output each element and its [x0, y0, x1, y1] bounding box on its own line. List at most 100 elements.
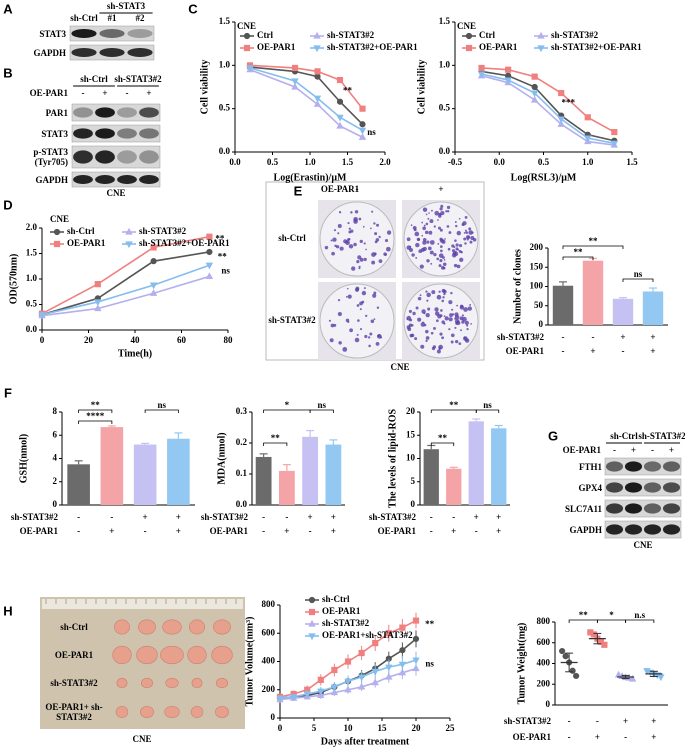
colony: [459, 244, 463, 248]
row-label: STAT3: [39, 28, 66, 39]
marker: [504, 77, 512, 85]
colony: [443, 315, 446, 317]
row-label-box: PAR1: [46, 108, 68, 118]
y-tick-label: 8: [53, 406, 58, 416]
blot-strip: [604, 499, 682, 518]
y-tick-label: 0.0: [236, 499, 248, 509]
marker: [336, 114, 344, 122]
band: [605, 482, 624, 493]
colony: [463, 237, 467, 241]
legend-label: OE-PAR1: [257, 42, 296, 52]
colony: [408, 323, 413, 327]
colony: [460, 329, 462, 332]
colony: [337, 311, 342, 317]
group-name: sh-STAT3#2: [201, 512, 249, 522]
colony: [324, 245, 329, 250]
colony: [424, 230, 429, 235]
colony: [427, 217, 430, 220]
colony: [346, 287, 349, 290]
tumor: [165, 677, 179, 689]
tumor: [141, 677, 154, 689]
marker: [149, 282, 158, 290]
lane-label: #2: [136, 13, 146, 23]
y-tick-label: 400: [262, 656, 276, 666]
colony: [445, 210, 448, 213]
marker: [385, 655, 392, 662]
group-mark: -: [285, 512, 288, 522]
legend-label: OE-PAR1+sh-STAT3#2: [322, 630, 413, 640]
row-label: GAPDH: [35, 174, 69, 185]
colony: [452, 251, 456, 255]
x-tick-label: 0: [278, 723, 283, 733]
colony: [463, 307, 468, 312]
marker: [584, 114, 591, 121]
colony: [368, 344, 371, 348]
colony: [406, 318, 409, 320]
x-tick-label: 0.5: [538, 157, 550, 167]
row-label-box: GAPDH: [33, 47, 67, 58]
colony: [371, 210, 374, 213]
y-axis-label: Cell viability: [199, 60, 210, 115]
legend-label: OE-PAR1: [67, 238, 106, 248]
annotation: *: [609, 610, 614, 620]
band: [643, 482, 662, 493]
row-label: SLC7A11: [564, 503, 602, 514]
colony: [362, 225, 365, 228]
marker: [125, 241, 133, 249]
band: [139, 150, 159, 164]
marker: [149, 289, 158, 296]
row-label-box: sh-STAT3#2: [50, 678, 98, 688]
panel-label: G: [548, 428, 558, 443]
colony: [446, 210, 450, 213]
group-name: OE-PAR1: [210, 526, 249, 536]
marker: [246, 65, 254, 73]
colony: [439, 228, 443, 232]
marker: [559, 648, 566, 655]
colony: [442, 262, 447, 267]
group-name: OE-PAR1: [513, 732, 552, 742]
annotation: *: [285, 400, 290, 410]
band: [73, 107, 93, 118]
annotation: **: [425, 619, 435, 629]
colony: [425, 329, 429, 334]
colony: [429, 240, 435, 245]
blot-strip: [604, 520, 682, 539]
annotation: ****: [86, 411, 105, 421]
chart-title: CNE: [457, 21, 476, 31]
bar: [612, 298, 634, 325]
colony: [345, 295, 348, 298]
colony: [353, 242, 357, 247]
x-tick-label: 0.0: [229, 157, 241, 167]
row-label-box: GPX4: [579, 483, 603, 493]
colony: [422, 238, 427, 242]
band: [605, 503, 624, 514]
group-mark: +: [284, 526, 289, 536]
marker: [330, 688, 339, 696]
group-label: sh-Ctrl: [610, 431, 638, 441]
marker: [308, 608, 316, 616]
band: [624, 503, 643, 514]
group-mark: -: [144, 526, 147, 536]
marker: [531, 83, 538, 91]
colony: [449, 313, 453, 318]
colony: [348, 227, 351, 230]
y-tick-label: 10: [406, 453, 416, 463]
colony: [470, 323, 472, 325]
bar: [255, 456, 272, 505]
row-label: sh-STAT3#2: [50, 678, 98, 688]
colony: [437, 219, 439, 221]
colony: [337, 232, 340, 235]
colony: [467, 236, 470, 239]
dish: [319, 283, 395, 359]
annotation: ns: [367, 127, 376, 137]
colony: [409, 248, 413, 252]
row-label-box: GAPDH: [35, 174, 69, 185]
colony: [436, 349, 441, 354]
colony: [451, 249, 456, 253]
colony: [430, 262, 433, 265]
tumor: [191, 677, 203, 689]
marker: [205, 262, 214, 270]
bar: [446, 468, 462, 505]
colony: [422, 240, 427, 245]
row-label: GAPDH: [33, 47, 67, 58]
